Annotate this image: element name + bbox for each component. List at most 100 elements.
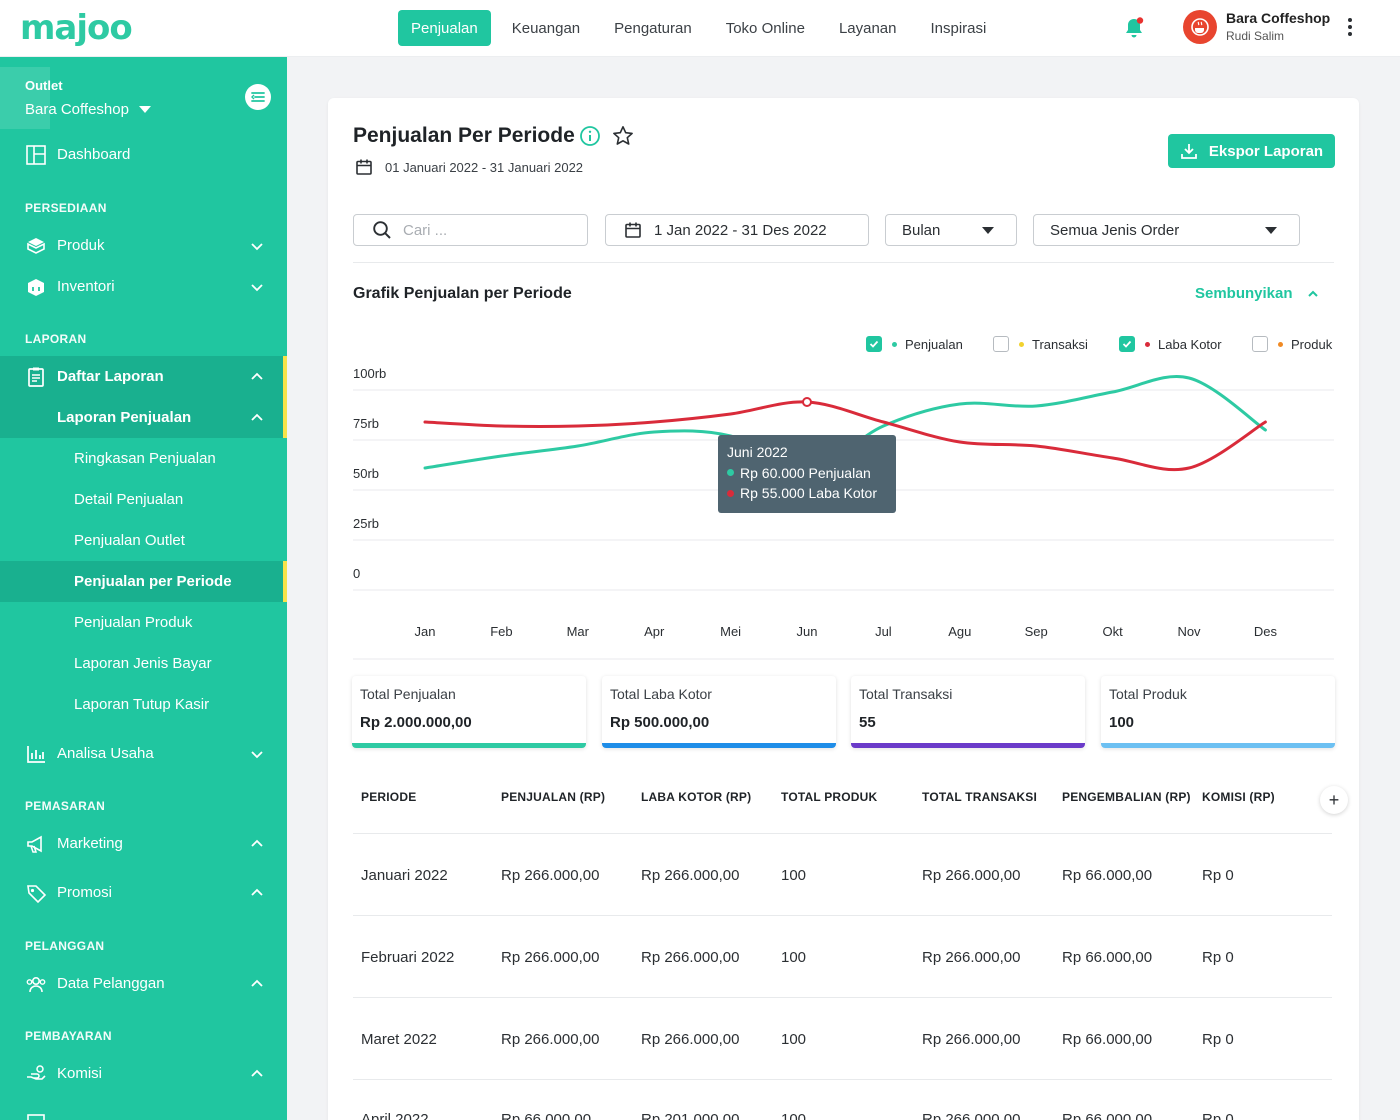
user-avatar[interactable] bbox=[1183, 10, 1217, 44]
nav-penjualan[interactable]: Penjualan bbox=[398, 10, 491, 46]
order-type-select[interactable]: Semua Jenis Order bbox=[1033, 214, 1300, 246]
menu-collapse-icon bbox=[251, 92, 265, 102]
sidebar-item-komisi[interactable]: Komisi bbox=[0, 1053, 287, 1094]
nav-keuangan[interactable]: Keuangan bbox=[511, 19, 581, 37]
checkbox-unchecked[interactable] bbox=[993, 336, 1009, 352]
column-header-penjualan[interactable]: PENJUALAN (RP) bbox=[501, 790, 606, 804]
sidebar-item-daftar-laporan[interactable]: Daftar Laporan bbox=[0, 356, 287, 397]
period-select[interactable]: Bulan bbox=[885, 214, 1017, 246]
cell-laba-kotor: Rp 266.000,00 bbox=[641, 949, 740, 966]
sidebar-subitem-detail-penjualan[interactable]: Detail Penjualan bbox=[0, 479, 287, 520]
nav-toko-online[interactable]: Toko Online bbox=[725, 19, 805, 37]
hide-chart-button[interactable]: Sembunyikan bbox=[1195, 285, 1319, 302]
column-header-total-transaksi[interactable]: TOTAL TRANSAKSI bbox=[922, 790, 1038, 804]
column-header-laba-kotor[interactable]: LABA KOTOR (RP) bbox=[641, 790, 752, 804]
outlet-selector[interactable]: Bara Coffeshop bbox=[25, 101, 151, 118]
kebab-menu-icon[interactable] bbox=[1343, 16, 1357, 38]
outlet-value: Bara Coffeshop bbox=[25, 101, 129, 118]
outlet-label: Outlet bbox=[25, 78, 63, 93]
report-date-range: 01 Januari 2022 - 31 Januari 2022 bbox=[355, 158, 583, 176]
sidebar-collapse-button[interactable] bbox=[245, 84, 271, 110]
legend-dot bbox=[1019, 341, 1024, 347]
sidebar-subitem-label: Laporan Tutup Kasir bbox=[74, 696, 210, 713]
x-tick-label: Jul bbox=[875, 624, 892, 639]
sidebar-subitem-laporan-jenis-bayar[interactable]: Laporan Jenis Bayar bbox=[0, 643, 287, 684]
sidebar-item-data-pelanggan[interactable]: Data Pelanggan bbox=[0, 963, 287, 1004]
stat-color-bar bbox=[1101, 743, 1335, 748]
cell-komisi: Rp 0 bbox=[1202, 867, 1234, 884]
chart-tooltip: Juni 2022 Rp 60.000 Penjualan Rp 55.000 … bbox=[718, 435, 896, 513]
legend-produk[interactable]: Produk bbox=[1252, 336, 1332, 352]
stat-color-bar bbox=[352, 743, 586, 748]
sidebar-item-label: Marketing bbox=[57, 835, 123, 852]
period-select-value: Bulan bbox=[902, 221, 941, 239]
legend-penjualan[interactable]: Penjualan bbox=[866, 336, 963, 352]
star-icon[interactable] bbox=[611, 124, 635, 148]
cell-periode: Maret 2022 bbox=[361, 1031, 437, 1048]
stat-total-produk: Total Produk 100 bbox=[1101, 676, 1335, 748]
tooltip-line-laba-kotor: Rp 55.000 Laba Kotor bbox=[727, 483, 887, 504]
sidebar-item-analisa-usaha[interactable]: Analisa Usaha bbox=[0, 733, 287, 774]
column-header-periode[interactable]: PERIODE bbox=[361, 790, 417, 804]
legend-label: Transaksi bbox=[1032, 336, 1088, 352]
document-icon bbox=[27, 1113, 45, 1120]
sidebar-subitem-penjualan-per-periode[interactable]: Penjualan per Periode bbox=[0, 561, 287, 602]
search-field[interactable]: Cari ... bbox=[353, 214, 588, 246]
sidebar-item-marketing[interactable]: Marketing bbox=[0, 823, 287, 864]
tooltip-line-text: Rp 55.000 Laba Kotor bbox=[740, 485, 877, 501]
y-tick-label: 25rb bbox=[353, 516, 379, 531]
sidebar-item-inventori[interactable]: Inventori bbox=[0, 266, 287, 307]
checkbox-checked[interactable] bbox=[866, 336, 882, 352]
stat-value: 100 bbox=[1109, 714, 1135, 731]
caret-down-icon bbox=[982, 227, 994, 234]
cell-pengembalian: Rp 66.000,00 bbox=[1062, 949, 1153, 966]
info-icon[interactable] bbox=[579, 125, 601, 147]
sidebar-item-promosi[interactable]: Promosi bbox=[0, 872, 287, 913]
sidebar-decoration bbox=[0, 67, 50, 129]
table-row-divider bbox=[353, 915, 1332, 916]
dashboard-icon bbox=[26, 144, 46, 165]
legend-transaksi[interactable]: Transaksi bbox=[993, 336, 1088, 352]
legend-laba-kotor[interactable]: Laba Kotor bbox=[1119, 336, 1222, 352]
add-column-button[interactable]: + bbox=[1320, 786, 1348, 814]
sidebar-item-label: Inventori bbox=[57, 278, 115, 295]
sidebar-item-produk[interactable]: Produk bbox=[0, 225, 287, 266]
cell-total-transaksi: Rp 266.000,00 bbox=[922, 1111, 1021, 1120]
sidebar-item-laporan-penjualan[interactable]: Laporan Penjualan bbox=[0, 397, 287, 438]
y-tick-label: 100rb bbox=[353, 368, 386, 381]
nav-inspirasi[interactable]: Inspirasi bbox=[930, 19, 987, 37]
date-range-picker[interactable]: 1 Jan 2022 - 31 Des 2022 bbox=[605, 214, 869, 246]
x-tick-label: Agu bbox=[948, 624, 971, 639]
y-tick-label: 0 bbox=[353, 566, 360, 581]
sidebar-item-label: Produk bbox=[57, 237, 105, 254]
majoo-logo[interactable]: majoo bbox=[20, 8, 133, 48]
column-header-komisi[interactable]: KOMISI (RP) bbox=[1202, 790, 1275, 804]
stat-color-bar bbox=[851, 743, 1085, 748]
sidebar-item-label: Laporan Penjualan bbox=[57, 409, 192, 426]
sidebar-subitem-penjualan-produk[interactable]: Penjualan Produk bbox=[0, 602, 287, 643]
clipboard-icon bbox=[28, 367, 44, 387]
nav-layanan[interactable]: Layanan bbox=[838, 19, 897, 37]
sidebar-item-partial[interactable] bbox=[0, 1102, 287, 1120]
sidebar-item-dashboard[interactable]: Dashboard bbox=[0, 134, 287, 175]
y-tick-label: 50rb bbox=[353, 466, 379, 481]
coffee-logo-icon bbox=[1191, 18, 1209, 36]
column-header-pengembalian[interactable]: PENGEMBALIAN (RP) bbox=[1062, 790, 1191, 804]
report-date-text: 01 Januari 2022 - 31 Januari 2022 bbox=[385, 159, 584, 175]
sidebar-subitem-laporan-tutup-kasir[interactable]: Laporan Tutup Kasir bbox=[0, 684, 287, 725]
sales-line-chart: 0 25rb 50rb 75rb 100rb Jan Feb Mar Apr Mei Jun Jul A… bbox=[353, 368, 1334, 660]
export-report-button[interactable]: Ekspor Laporan bbox=[1168, 134, 1335, 168]
nav-pengaturan[interactable]: Pengaturan bbox=[614, 19, 692, 37]
checkbox-unchecked[interactable] bbox=[1252, 336, 1268, 352]
sidebar-subitem-penjualan-outlet[interactable]: Penjualan Outlet bbox=[0, 520, 287, 561]
column-header-total-produk[interactable]: TOTAL PRODUK bbox=[781, 790, 878, 804]
export-label: Ekspor Laporan bbox=[1208, 142, 1324, 160]
section-laporan: LAPORAN bbox=[25, 332, 87, 346]
x-tick-label: Nov bbox=[1177, 624, 1201, 639]
checkbox-checked[interactable] bbox=[1119, 336, 1135, 352]
sidebar-subitem-ringkasan-penjualan[interactable]: Ringkasan Penjualan bbox=[0, 438, 287, 479]
cell-komisi: Rp 0 bbox=[1202, 949, 1234, 966]
cell-periode: Januari 2022 bbox=[361, 867, 448, 884]
notification-bell-icon[interactable] bbox=[1122, 16, 1146, 40]
cell-penjualan: Rp 66.000,00 bbox=[501, 1111, 592, 1120]
